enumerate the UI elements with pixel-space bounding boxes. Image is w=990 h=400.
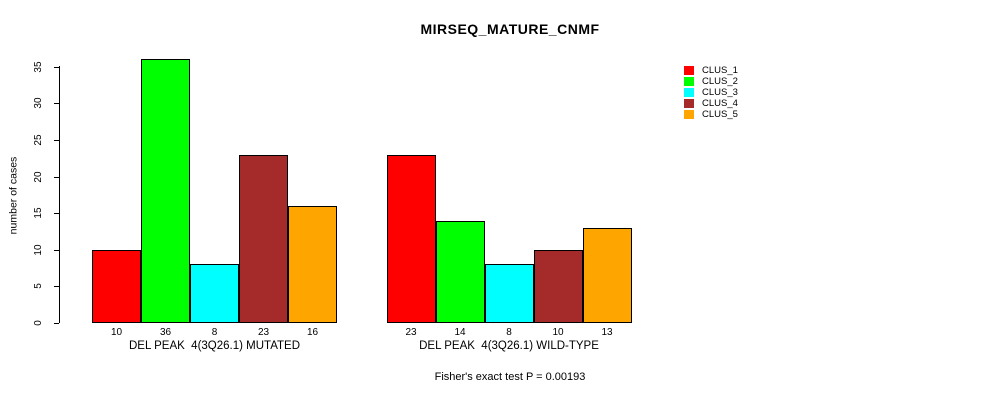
y-axis-tick — [54, 140, 59, 141]
bar-clus_5-group2 — [582, 227, 632, 323]
bar-clus_1-group1 — [92, 249, 141, 323]
bar-value-label: 8 — [211, 327, 218, 338]
y-axis-tick — [54, 66, 59, 68]
y-axis-title: number of cases — [7, 156, 20, 235]
bar-value-label: 23 — [257, 327, 270, 338]
legend: CLUS_1 CLUS_2 CLUS_3 CLUS_4 CLUS_5 — [684, 65, 738, 120]
bar-clus_1-group2 — [386, 154, 436, 323]
y-axis-tick-label: 15 — [33, 207, 44, 219]
y-axis-tick — [54, 286, 59, 288]
bar-value-label: 8 — [506, 327, 512, 338]
y-axis-tick-label: 20 — [33, 171, 44, 183]
legend-label: CLUS_4 — [702, 98, 738, 109]
bar-value-label: 10 — [110, 327, 123, 338]
legend-item-clus_4: CLUS_4 — [684, 98, 738, 109]
bar-value-label: 23 — [405, 327, 417, 338]
y-axis-tick — [54, 213, 59, 215]
y-axis-tick-label: 5 — [33, 283, 44, 290]
legend-item-clus_5: CLUS_5 — [684, 109, 738, 120]
bar-value-label: 36 — [159, 327, 172, 338]
y-axis-tick-label: 25 — [33, 134, 44, 146]
group-label: DEL PEAK 4(3Q26.1) WILD-TYPE — [419, 340, 599, 352]
bar-value-label: 10 — [552, 327, 564, 338]
legend-item-clus_1: CLUS_1 — [684, 65, 738, 76]
legend-label: CLUS_2 — [702, 76, 738, 87]
bar-clus_3-group1 — [190, 264, 239, 323]
bar-clus_4-group2 — [533, 249, 583, 323]
chart-title: MIRSEQ_MATURE_CNMF — [420, 21, 600, 37]
bar-value-label: 16 — [306, 327, 319, 338]
legend-swatch-clus_4 — [684, 99, 694, 108]
legend-label: CLUS_5 — [702, 109, 738, 120]
y-axis-tick — [54, 323, 59, 324]
bar-clus_3-group2 — [484, 264, 534, 323]
bar-clus_2-group2 — [435, 220, 485, 323]
y-axis-line — [59, 66, 60, 323]
y-axis-tick-label: 30 — [33, 97, 44, 109]
group-label: DEL PEAK 4(3Q26.1) MUTATED — [128, 340, 301, 352]
bar-clus_4-group1 — [239, 154, 288, 323]
legend-swatch-clus_3 — [684, 88, 694, 97]
y-axis-tick-label: 0 — [33, 320, 44, 326]
legend-item-clus_2: CLUS_2 — [684, 76, 738, 87]
bar-value-label: 14 — [454, 327, 466, 338]
y-axis-tick-label: 10 — [33, 244, 44, 256]
legend-label: CLUS_1 — [702, 65, 738, 76]
legend-swatch-clus_5 — [684, 110, 694, 119]
y-axis-tick — [54, 249, 59, 251]
y-axis-tick-label: 35 — [33, 61, 44, 73]
y-axis-tick — [54, 176, 59, 178]
bar-value-label: 13 — [601, 327, 613, 338]
legend-label: CLUS_3 — [702, 87, 738, 98]
legend-swatch-clus_1 — [684, 66, 694, 75]
legend-swatch-clus_2 — [684, 77, 694, 86]
fisher-test-annotation: Fisher's exact test P = 0.00193 — [434, 371, 586, 383]
bar-clus_5-group1 — [288, 205, 337, 323]
legend-item-clus_3: CLUS_3 — [684, 87, 738, 98]
bar-clus_2-group1 — [141, 59, 190, 323]
y-axis-tick — [54, 103, 59, 105]
